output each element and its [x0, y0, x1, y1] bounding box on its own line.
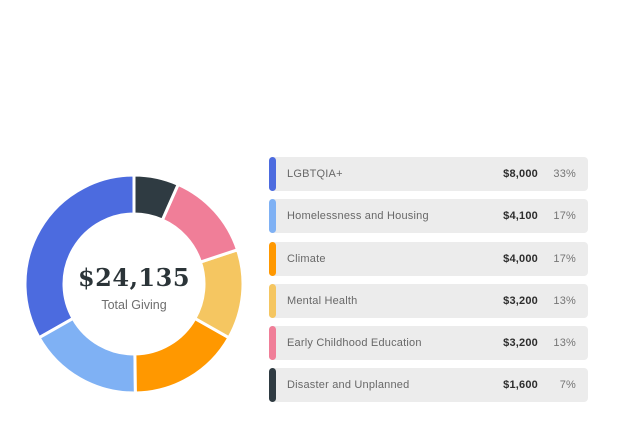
category-label: Homelessness and Housing: [287, 210, 429, 223]
category-color-bar: [269, 241, 276, 276]
category-label: Early Childhood Education: [287, 337, 422, 350]
category-color-bar: [269, 283, 276, 318]
legend-row-climate[interactable]: Climate $4,000 17%: [269, 241, 588, 276]
legend-row-homelessness-and-housing[interactable]: Homelessness and Housing $4,100 17%: [269, 199, 588, 234]
legend-row-disaster-and-unplanned[interactable]: Disaster and Unplanned $1,600 7%: [269, 368, 588, 403]
category-amount: $3,200: [503, 294, 538, 307]
category-color-bar: [269, 157, 276, 191]
category-percent: 33%: [553, 168, 576, 180]
category-color-bar: [269, 199, 276, 234]
category-amount: $8,000: [503, 168, 538, 180]
category-percent: 17%: [553, 210, 576, 223]
legend-row-early-childhood-education[interactable]: Early Childhood Education $3,200 13%: [269, 326, 588, 361]
donut-segment-homelessness-and-housing[interactable]: [37, 316, 137, 395]
category-percent: 13%: [553, 294, 576, 307]
category-label: LGBTQIA+: [287, 168, 343, 180]
category-amount: $1,600: [503, 379, 538, 392]
donut-segment-lgbtqia[interactable]: [23, 173, 136, 340]
category-legend-list: LGBTQIA+ $8,000 33% Homelessness and Hou…: [269, 157, 588, 403]
category-amount: $3,200: [503, 337, 538, 350]
donut-segment-disaster-and-unplanned[interactable]: [132, 173, 180, 222]
category-label: Climate: [287, 252, 326, 265]
category-percent: 17%: [553, 252, 576, 265]
category-amount: $4,000: [503, 252, 538, 265]
donut-segment-early-childhood-education[interactable]: [160, 182, 239, 264]
category-label: Disaster and Unplanned: [287, 379, 410, 392]
category-color-bar: [269, 326, 276, 361]
legend-row-lgbtqia[interactable]: LGBTQIA+ $8,000 33%: [269, 157, 588, 191]
category-color-bar: [269, 368, 276, 403]
category-percent: 7%: [559, 379, 576, 392]
donut-segment-climate[interactable]: [133, 316, 231, 395]
legend-row-mental-health[interactable]: Mental Health $3,200 13%: [269, 283, 588, 318]
category-amount: $4,100: [503, 210, 538, 223]
category-label: Mental Health: [287, 294, 358, 307]
donut-segment-mental-health[interactable]: [193, 248, 245, 340]
category-percent: 13%: [553, 337, 576, 350]
